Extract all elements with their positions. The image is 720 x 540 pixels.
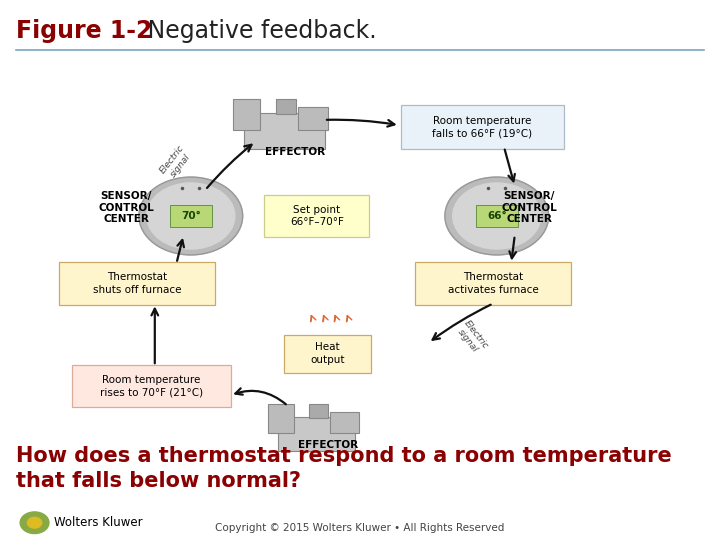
Text: 66°: 66° bbox=[487, 211, 507, 221]
FancyBboxPatch shape bbox=[233, 99, 260, 130]
Circle shape bbox=[27, 517, 42, 528]
Text: Copyright © 2015 Wolters Kluwer • All Rights Reserved: Copyright © 2015 Wolters Kluwer • All Ri… bbox=[215, 523, 505, 533]
Text: Thermostat
shuts off furnace: Thermostat shuts off furnace bbox=[93, 272, 181, 295]
FancyBboxPatch shape bbox=[59, 262, 215, 305]
FancyBboxPatch shape bbox=[284, 334, 372, 373]
FancyBboxPatch shape bbox=[298, 107, 328, 130]
Text: Wolters Kluwer: Wolters Kluwer bbox=[54, 516, 143, 529]
FancyBboxPatch shape bbox=[276, 99, 296, 114]
Text: Room temperature
rises to 70°F (21°C): Room temperature rises to 70°F (21°C) bbox=[99, 375, 203, 397]
Text: SENSOR/
CONTROL
CENTER: SENSOR/ CONTROL CENTER bbox=[501, 191, 557, 225]
FancyBboxPatch shape bbox=[244, 113, 325, 149]
Text: EFFECTOR: EFFECTOR bbox=[297, 440, 358, 450]
Text: Electric
signal: Electric signal bbox=[454, 318, 490, 357]
FancyBboxPatch shape bbox=[170, 205, 212, 227]
Text: Set point
66°F–70°F: Set point 66°F–70°F bbox=[290, 205, 343, 227]
Text: that falls below normal?: that falls below normal? bbox=[16, 471, 301, 491]
Circle shape bbox=[139, 177, 243, 255]
FancyBboxPatch shape bbox=[475, 205, 518, 227]
Text: Room temperature
falls to 66°F (19°C): Room temperature falls to 66°F (19°C) bbox=[432, 116, 533, 138]
Text: Negative feedback.: Negative feedback. bbox=[140, 19, 377, 43]
Text: Thermostat
activates furnace: Thermostat activates furnace bbox=[448, 272, 539, 295]
Text: Electric
signal: Electric signal bbox=[158, 143, 194, 181]
FancyBboxPatch shape bbox=[415, 262, 571, 305]
Text: Heat
output: Heat output bbox=[310, 342, 345, 365]
FancyBboxPatch shape bbox=[330, 411, 359, 433]
FancyBboxPatch shape bbox=[268, 404, 294, 433]
Circle shape bbox=[445, 177, 549, 255]
Text: Figure 1-2: Figure 1-2 bbox=[16, 19, 152, 43]
FancyBboxPatch shape bbox=[401, 105, 564, 148]
Text: How does a thermostat respond to a room temperature: How does a thermostat respond to a room … bbox=[16, 446, 672, 465]
FancyBboxPatch shape bbox=[310, 404, 328, 418]
FancyBboxPatch shape bbox=[264, 195, 369, 237]
Text: 70°: 70° bbox=[181, 211, 201, 221]
Circle shape bbox=[20, 512, 49, 534]
FancyBboxPatch shape bbox=[72, 365, 230, 407]
Circle shape bbox=[453, 183, 541, 249]
Text: SENSOR/
CONTROL
CENTER: SENSOR/ CONTROL CENTER bbox=[98, 191, 154, 225]
Circle shape bbox=[147, 183, 235, 249]
FancyBboxPatch shape bbox=[279, 417, 355, 451]
Text: EFFECTOR: EFFECTOR bbox=[265, 147, 325, 157]
